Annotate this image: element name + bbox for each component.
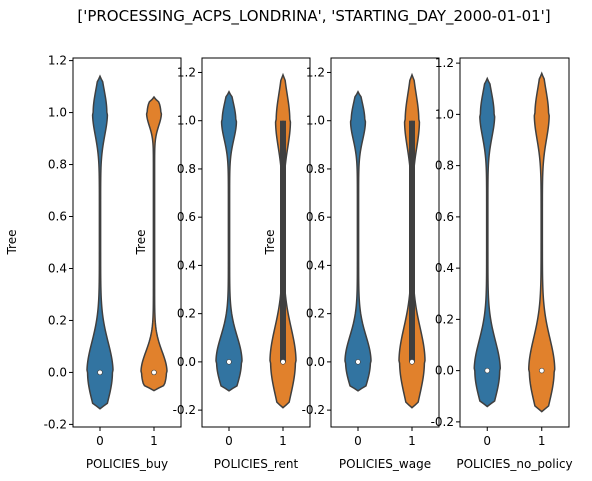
y-tick-label: 1.0 (48, 106, 67, 120)
y-tick-label: 1.0 (177, 114, 196, 128)
y-tick-label: 0.8 (435, 159, 454, 173)
violin-median-1 (280, 359, 286, 365)
y-tick-label: 0.2 (177, 307, 196, 321)
y-tick-label: 0.4 (306, 258, 325, 272)
violin-median-1 (539, 367, 545, 374)
x-tick-label: 0 (225, 434, 233, 448)
y-tick-label: 0.2 (48, 313, 67, 327)
axes-frame (330, 57, 440, 428)
violin-body-0 (86, 74, 114, 410)
x-tick-label: 1 (538, 434, 546, 448)
violin-median-0 (355, 359, 361, 365)
y-tick-label: 0.6 (435, 210, 454, 224)
violin-body-1 (527, 71, 556, 413)
subplot-3: -0.2 0.0 0.2 0.4 0.6 0.8 1.0 1.2 0 1 POLICIES_wage… (263, 57, 440, 471)
y-tick-label: 0.0 (177, 355, 196, 369)
violin-median-0 (226, 359, 232, 365)
x-tick-label: 0 (96, 434, 104, 448)
y-tick-label: 1.0 (435, 107, 454, 121)
y-tick-label: 0.0 (435, 364, 454, 378)
subplot-4: -0.2 0.0 0.2 0.4 0.6 0.8 1.0 1.2 0 1 POLICIES_no_p… (431, 56, 573, 471)
violin-body-0 (344, 90, 372, 392)
violin-body-0 (215, 90, 243, 392)
y-tick-label: 0.6 (306, 210, 325, 224)
x-tick-label: 1 (408, 434, 416, 448)
violin-median-1 (151, 369, 157, 376)
y-tick-label: 1.0 (306, 114, 325, 128)
x-axis-label: POLICIES_rent (214, 457, 299, 471)
violin-median-0 (97, 369, 103, 376)
y-tick-label: 0.4 (177, 258, 196, 272)
y-tick-label: 0.8 (177, 162, 196, 176)
violin-median-1 (409, 359, 415, 365)
y-tick-label: 0.6 (177, 210, 196, 224)
y-tick-label: 0.8 (48, 158, 67, 172)
x-tick-label: 0 (354, 434, 362, 448)
y-tick-label: 0.8 (306, 162, 325, 176)
y-tick-label: 1.2 (177, 65, 196, 79)
y-tick-label: 0.2 (306, 307, 325, 321)
violin-body-1 (140, 95, 168, 392)
y-tick-label: 0.4 (48, 261, 67, 275)
y-tick-label: -0.2 (302, 403, 325, 417)
y-axis-label: Tree (134, 229, 148, 255)
y-axis-label: Tree (263, 229, 277, 255)
y-axis-label: Tree (5, 229, 19, 255)
axes-frame (201, 57, 311, 428)
x-tick-label: 0 (483, 434, 491, 448)
violin-box-1 (280, 120, 286, 362)
x-tick-label: 1 (150, 434, 158, 448)
y-tick-label: 0.2 (435, 312, 454, 326)
x-axis-label: POLICIES_no_policy (456, 457, 572, 471)
figure-title: ['PROCESSING_ACPS_LONDRINA', 'STARTING_D… (77, 7, 550, 26)
y-tick-label: 0.4 (435, 261, 454, 275)
violin-box-1 (409, 120, 415, 362)
x-axis-label: POLICIES_wage (339, 457, 431, 471)
x-axis-label: POLICIES_buy (86, 457, 168, 471)
y-tick-label: -0.2 (173, 403, 196, 417)
y-tick-label: -0.2 (431, 415, 454, 429)
y-tick-label: 1.2 (48, 54, 67, 68)
subplot-2: -0.2 0.0 0.2 0.4 0.6 0.8 1.0 1.2 0 1 POLICIES_rent… (134, 57, 311, 471)
violin-median-0 (484, 367, 490, 374)
violin-body-0 (473, 76, 502, 408)
axes-frame (72, 57, 182, 428)
y-tick-label: 0.0 (48, 365, 67, 379)
y-tick-label: 1.2 (306, 65, 325, 79)
axes-frame (459, 57, 570, 428)
y-tick-label: 0.6 (48, 210, 67, 224)
x-tick-label: 1 (279, 434, 287, 448)
y-tick-label: 1.2 (435, 56, 454, 70)
y-tick-label: -0.2 (44, 417, 67, 431)
subplot-1: -0.2 0.0 0.2 0.4 0.6 0.8 1.0 1.2 0 1 POLICIES_buy T… (5, 54, 182, 471)
y-tick-label: 0.0 (306, 355, 325, 369)
